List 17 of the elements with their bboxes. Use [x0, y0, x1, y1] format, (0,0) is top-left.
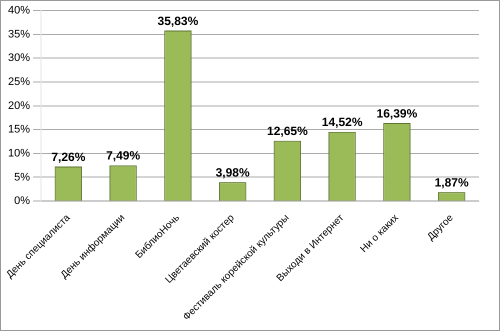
data-label: 1,87%	[434, 175, 469, 190]
y-tick-label: 15%	[8, 124, 30, 136]
data-label: 16,39%	[376, 106, 418, 120]
y-tick-label: 20%	[8, 100, 30, 112]
y-tick-label: 40%	[8, 4, 30, 17]
y-tick-label: 0%	[14, 195, 30, 208]
y-tick-label: 30%	[8, 52, 30, 64]
y-tick-label: 10%	[8, 147, 30, 160]
y-tick-label: 5%	[14, 171, 30, 184]
data-label: 7,26%	[51, 150, 86, 164]
y-tick-label: 25%	[8, 76, 30, 88]
data-label: 12,65%	[267, 124, 308, 138]
data-label: 35,83%	[158, 14, 199, 28]
data-label: 7,49%	[106, 148, 140, 163]
y-tick-label: 35%	[8, 28, 30, 40]
data-label: 3,98%	[216, 165, 250, 180]
data-label: 14,52%	[322, 115, 363, 130]
